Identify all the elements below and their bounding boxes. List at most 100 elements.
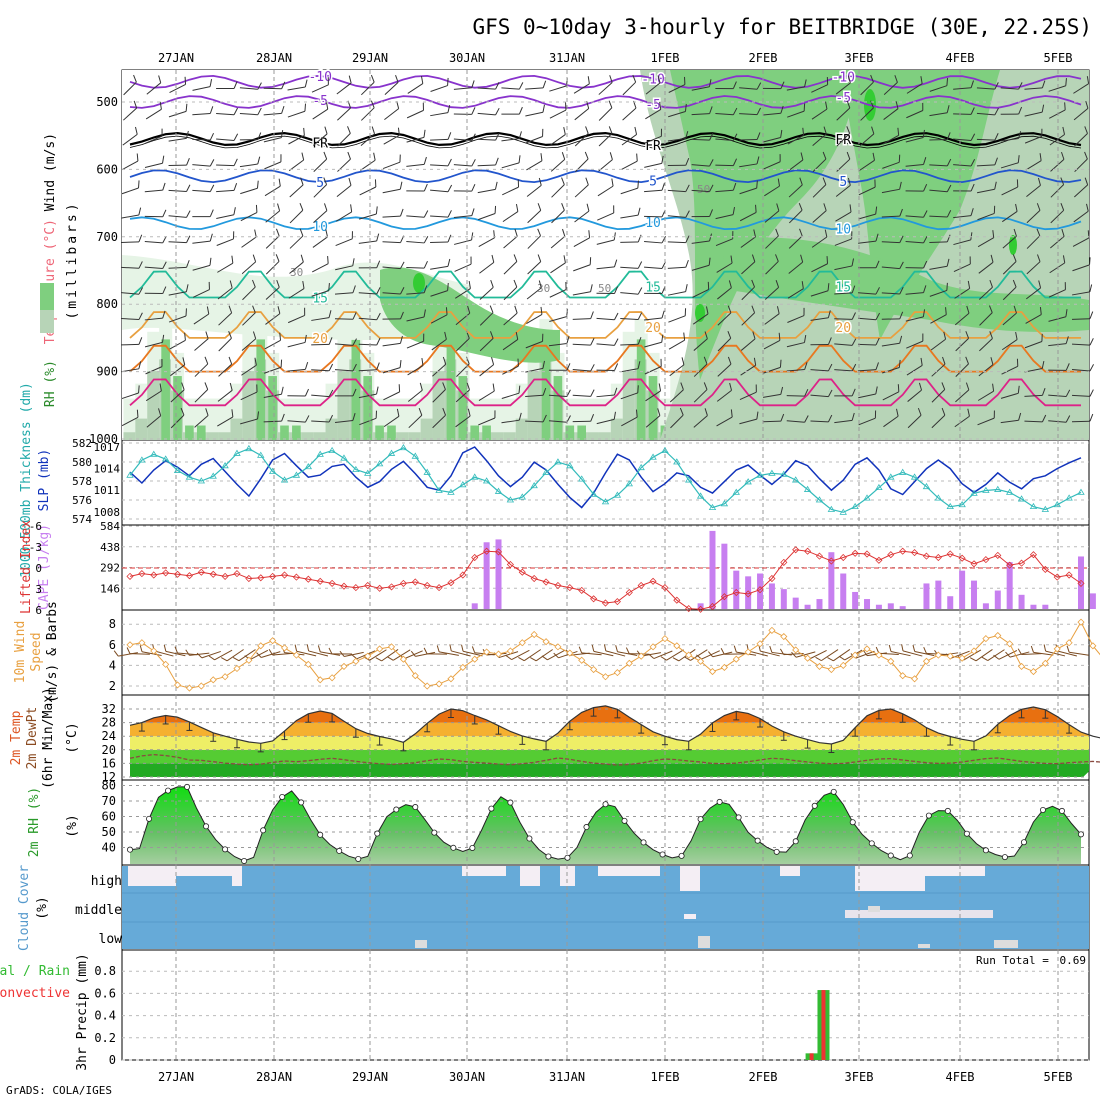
wind-barb — [265, 203, 281, 223]
wind-barb — [882, 127, 900, 145]
bottom-date-label: 31JAN — [549, 1070, 585, 1084]
barb-flag — [608, 126, 613, 134]
barb-shaft — [311, 84, 329, 93]
li-point — [483, 547, 491, 555]
barb-shaft — [193, 313, 210, 325]
wind-barb — [716, 255, 733, 273]
barb-flag — [769, 645, 773, 653]
barb-shaft — [693, 338, 708, 351]
barb-flag — [209, 257, 212, 266]
rh-point — [165, 787, 172, 794]
wind-barb — [334, 285, 356, 295]
barb-flag — [447, 105, 451, 113]
wind-barb — [168, 260, 190, 269]
speed-point — [340, 662, 348, 670]
barb-shaft — [525, 394, 544, 397]
wind-barb — [334, 363, 357, 372]
barb-flag — [126, 647, 131, 654]
barb-shaft — [550, 159, 566, 172]
barb-shaft — [334, 318, 353, 320]
barb-shaft — [740, 338, 756, 351]
li-point — [804, 547, 812, 555]
barb-flag — [518, 82, 524, 90]
rh-point — [944, 807, 951, 814]
wind-barb — [382, 154, 401, 169]
wind-barb — [526, 306, 543, 325]
wind-barb — [717, 331, 732, 352]
wind-barb — [123, 74, 137, 96]
barb-shaft — [1002, 261, 1017, 275]
wind-barb — [644, 235, 667, 244]
li-point — [697, 605, 705, 613]
wind-barb — [786, 415, 809, 423]
isotherm-label: 5 — [839, 175, 847, 190]
top-date-label: 31JAN — [549, 51, 585, 65]
wind-barb — [906, 357, 923, 376]
rh-point — [697, 816, 704, 823]
wind-barb — [264, 154, 282, 170]
barb-flag — [898, 154, 901, 163]
barb-flag — [798, 202, 803, 211]
barb-shaft — [189, 652, 210, 656]
surface-wind-barb — [684, 649, 708, 661]
speed-point — [578, 656, 586, 664]
barb-flag — [779, 359, 782, 368]
wind-barb — [882, 154, 901, 169]
rh-point — [830, 788, 837, 795]
barb-flag — [1084, 126, 1088, 134]
barb-flag — [134, 126, 138, 135]
barb-shaft — [739, 87, 758, 90]
barb-shaft — [621, 134, 637, 146]
wind-barb — [644, 128, 663, 144]
barb-flag — [1041, 333, 1043, 342]
barb-shaft — [691, 164, 710, 167]
barb-shaft — [308, 650, 329, 657]
isotherm-label: FR — [312, 137, 328, 152]
barb-flag — [1015, 331, 1018, 340]
barb-flag — [705, 306, 709, 315]
wind-barb — [881, 208, 903, 218]
barb-shaft — [929, 265, 948, 270]
bottom-date-label: 29JAN — [352, 1070, 388, 1084]
rh-point — [1078, 831, 1085, 838]
barb-shaft — [289, 261, 304, 274]
barb-shaft — [311, 317, 330, 321]
barb-shaft — [1026, 235, 1041, 249]
barb-shaft — [358, 240, 377, 244]
barb-shaft — [168, 189, 187, 193]
wind-barb — [1048, 336, 1069, 347]
rh-point — [488, 805, 495, 812]
wind-barb — [217, 382, 233, 402]
barb-flag — [541, 655, 548, 661]
barb-flag — [233, 207, 236, 215]
isotherm--5 — [129, 95, 1082, 109]
wind-barb — [644, 155, 664, 168]
wind-barb — [978, 279, 993, 300]
barb-shaft — [811, 236, 828, 248]
rh-point — [1039, 806, 1046, 813]
wind-barb — [883, 75, 898, 95]
wind-barb — [216, 133, 239, 142]
top-date-label: 2FEB — [749, 51, 778, 65]
barb-shaft — [748, 650, 768, 657]
thickness-point — [756, 471, 764, 478]
barb-shaft — [216, 138, 235, 142]
barb-shaft — [1072, 264, 1090, 272]
speed-point — [197, 682, 205, 690]
barb-flag — [922, 309, 926, 317]
barb-shaft — [453, 164, 472, 167]
speed-point — [376, 645, 384, 653]
barb-shaft — [550, 134, 566, 146]
credit-text: GrADS: COLA/IGES — [6, 1084, 112, 1097]
wind-barb — [122, 126, 138, 146]
barb-shaft — [622, 81, 637, 96]
isotherm-20 — [129, 311, 1081, 339]
wind-barb — [360, 100, 375, 121]
wind-barb — [358, 233, 380, 244]
barb-flag — [709, 233, 713, 242]
wind-barb — [1024, 388, 1046, 397]
wind-barb — [287, 361, 309, 372]
barb-flag — [400, 208, 404, 217]
barb-flag — [901, 644, 904, 651]
wind-barb — [146, 408, 162, 428]
